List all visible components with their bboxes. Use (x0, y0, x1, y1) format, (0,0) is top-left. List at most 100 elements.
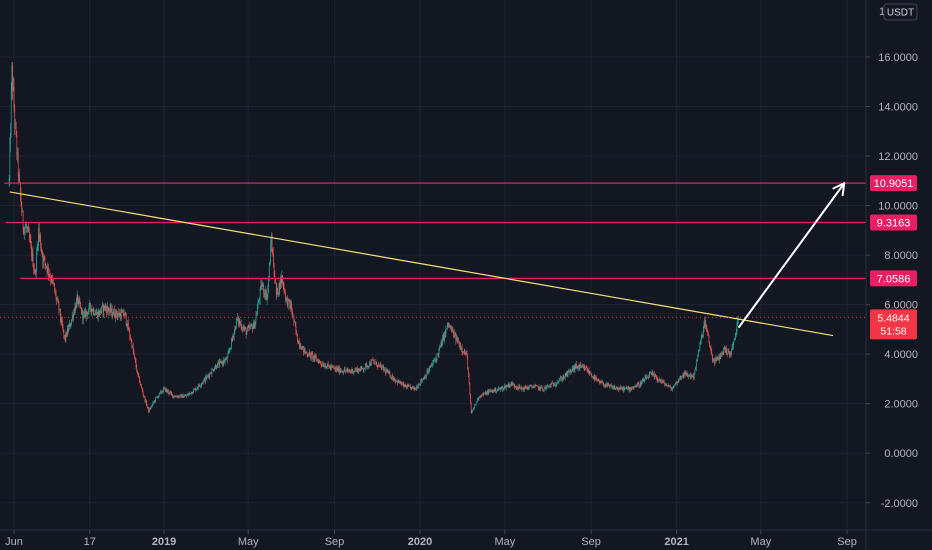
candle-body (289, 299, 290, 304)
candle-body (267, 286, 269, 298)
candle-body (578, 366, 580, 369)
candle-body (526, 386, 528, 389)
level-price-tag (870, 270, 917, 287)
candle-body (497, 389, 499, 391)
candle-body (331, 366, 333, 369)
candle-body (214, 368, 215, 371)
candle-body (353, 371, 355, 372)
candle-body (237, 316, 239, 319)
candle-body (88, 305, 90, 311)
candle-body (262, 284, 264, 286)
candle-body (428, 371, 429, 373)
candle-body (334, 368, 336, 370)
candle-body (299, 341, 300, 347)
candle-body (506, 385, 508, 387)
candle-body (538, 386, 539, 390)
candle-body (38, 228, 40, 236)
candle-body (323, 366, 325, 367)
candle-body (528, 387, 530, 389)
candle-body (715, 357, 717, 359)
candle-body (131, 340, 133, 348)
candle-body (171, 393, 173, 394)
candle-body (234, 326, 236, 332)
candle-body (34, 271, 36, 273)
candle-body (679, 378, 680, 380)
candle-body (325, 365, 326, 368)
candle-body (691, 375, 693, 377)
candle-body (153, 400, 155, 403)
candle-body (519, 385, 520, 388)
candle-body (166, 389, 168, 392)
candle-body (618, 388, 620, 390)
candle-body (275, 283, 277, 295)
candle-body (181, 394, 183, 398)
drawings[interactable] (0, 182, 866, 337)
candle-body (288, 299, 290, 300)
candle-body (580, 365, 581, 367)
candle-body (485, 392, 487, 395)
level-price-label: 9.3163 (877, 217, 911, 229)
candle-body (19, 182, 21, 195)
candle-body (354, 369, 356, 372)
candle-body (73, 312, 74, 319)
candle-body (456, 336, 458, 343)
candle-body (316, 359, 318, 361)
candle-body (540, 386, 541, 390)
descending-trendline[interactable] (9, 191, 834, 337)
candle-body (228, 351, 229, 354)
candle-body (62, 320, 63, 327)
candle-body (196, 388, 198, 390)
price-axis[interactable]: 16.000014.000012.000010.00008.00006.0000… (865, 0, 918, 550)
candle-body (118, 312, 120, 317)
candle-body (645, 376, 647, 378)
candle-body (635, 385, 637, 387)
candle-body (349, 370, 351, 372)
candle-body (519, 387, 521, 389)
candle-body (731, 349, 732, 355)
candlestick-series (8, 61, 739, 414)
candle-body (629, 387, 631, 391)
currency-badge[interactable]: USDT (883, 3, 918, 21)
candle-body (737, 320, 739, 323)
candle-body (251, 324, 253, 326)
time-axis[interactable]: Jun 17 2019 May Sep 2020 May Sep 2021 May Sep (0, 529, 932, 548)
candle-body (369, 362, 371, 366)
projection-arrow[interactable] (738, 182, 846, 328)
candle-body (18, 175, 20, 176)
candle-body (583, 366, 585, 369)
candle-body (716, 356, 718, 360)
candle-body (415, 388, 417, 390)
candle-body (79, 301, 81, 306)
candle-body (394, 379, 396, 381)
x-tick-label: May (238, 536, 259, 548)
candle-body (59, 309, 60, 311)
candle-body (73, 312, 75, 314)
candle-body (342, 371, 344, 373)
candle-body (87, 312, 89, 315)
candle-body (198, 384, 199, 388)
current-price-tag (870, 309, 917, 340)
candle-body (287, 297, 288, 307)
x-tick-label: 2019 (152, 536, 176, 548)
candle-body (231, 338, 233, 340)
candle-body (143, 394, 145, 397)
candle-body (48, 266, 49, 275)
x-tick-label: 17 (84, 536, 96, 548)
candle-body (71, 319, 72, 325)
candle-body (503, 388, 504, 390)
candle-body (453, 332, 455, 338)
candle-body (542, 388, 544, 390)
candle-body (302, 346, 304, 347)
candle-body (575, 363, 577, 366)
candle-body (109, 310, 110, 312)
candle-body (643, 379, 645, 382)
candle-body (509, 384, 511, 387)
candle-body (547, 385, 548, 387)
candle-body (332, 366, 333, 367)
candle-body (684, 372, 685, 377)
candle-body (625, 387, 626, 389)
candle-body (719, 355, 721, 359)
candle-body (42, 254, 44, 263)
candle-body (501, 387, 502, 389)
